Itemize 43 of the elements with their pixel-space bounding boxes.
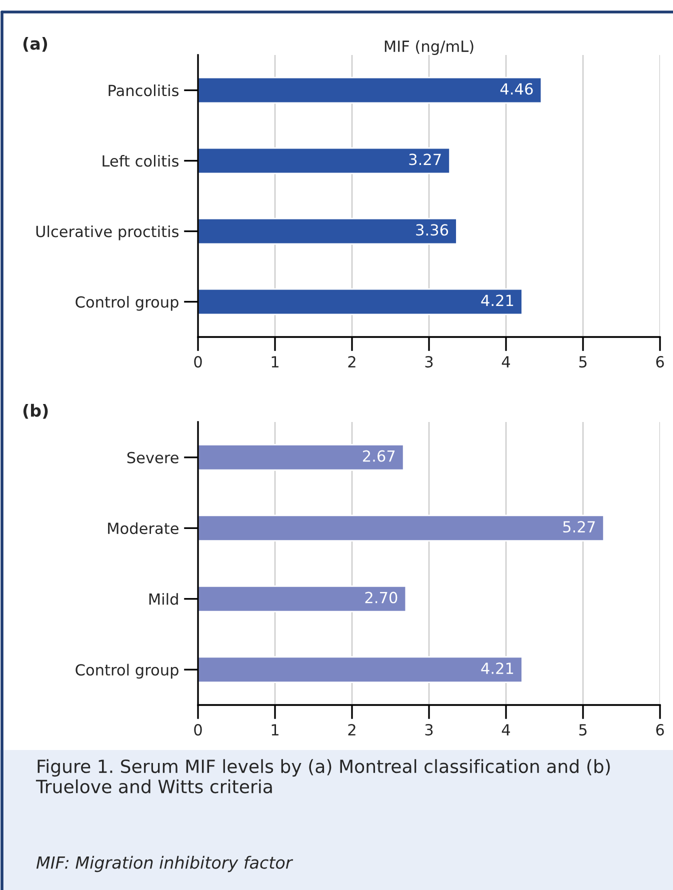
caption: Figure 1. Serum MIF levels by (a) Montreal classification and (b) Truelove and Witts criteria [36,759,610,794]
text: (b) [23,404,48,419]
x-tick-label: 0 [194,356,202,368]
data-label: 3.36 [416,224,448,236]
x-tick-label: 4 [502,724,510,736]
y-tick-label: Pancolitis [108,84,179,96]
x-tick-label: 2 [348,356,356,368]
bar [198,514,604,542]
x-tick-label: 3 [425,724,433,736]
text: MIF: Migration inhibitory factor [36,856,294,872]
y-tick-label: Ulcerative proctitis [36,225,179,240]
y-tick-label: Control group [76,664,178,679]
x-tick-label: 5 [579,356,587,368]
data-label: 4.21 [481,294,514,306]
x-tick-label: 2 [348,724,356,736]
data-label: 4.46 [500,83,533,95]
bar [198,444,404,471]
x-tick-label: 6 [656,356,664,368]
x-tick-label: 1 [272,724,278,736]
x-tick-label: 3 [425,356,433,368]
data-label: 4.21 [481,662,514,674]
x-tick-label: 0 [194,724,202,736]
data-label: 2.70 [365,592,398,604]
bar [198,585,407,612]
bar [198,288,523,316]
data-label: 2.67 [362,450,395,462]
x-tick-label: 5 [579,724,587,736]
y-tick-label: Moderate [108,522,178,534]
bar [198,656,523,684]
x-axis-title: MIF (ng/mL) [384,40,474,55]
y-tick-label: Left colitis [102,154,179,167]
data-label: 5.27 [563,521,595,533]
y-tick-label: Mild [149,593,178,605]
bar [198,218,458,245]
x-tick-label: 6 [656,724,664,736]
x-tick-label: 1 [272,356,278,368]
y-tick-label: Control group [76,296,178,311]
bar [198,76,542,104]
data-label: 3.27 [409,154,441,166]
x-tick-label: 4 [502,356,510,368]
text: (a) [23,36,48,52]
bar [198,147,450,174]
y-tick-label: Severe [127,452,178,464]
